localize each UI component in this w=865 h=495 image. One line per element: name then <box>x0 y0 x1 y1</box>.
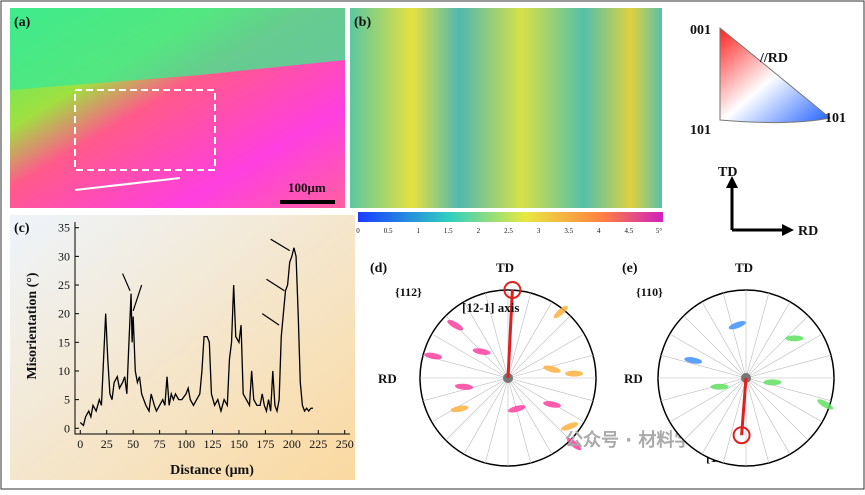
x-tick-label: 125 <box>204 437 222 451</box>
x-tick-label: 250 <box>336 437 354 451</box>
y-tick-label: 10 <box>58 364 70 378</box>
pole-spot <box>561 422 579 431</box>
colorbar-tick-label: 2.5 <box>504 227 513 235</box>
axes-arrows <box>730 185 785 232</box>
pole-spot <box>684 357 703 364</box>
plane-label: {112} <box>395 285 422 299</box>
x-tick-label: 0 <box>77 437 83 451</box>
scale-bar-label: 100μm <box>288 180 326 195</box>
axis-marker <box>732 426 751 445</box>
axis-annotation: [12-1] axis <box>462 300 519 315</box>
axes <box>74 222 350 435</box>
y-tick-label: 0 <box>64 421 70 435</box>
pole-spot <box>543 365 561 373</box>
ipf-label: 101 <box>825 111 846 126</box>
grain-region <box>10 8 345 90</box>
colorbar <box>358 212 663 222</box>
pole-spot <box>553 305 568 319</box>
pole-spot <box>424 352 443 360</box>
pole-spot <box>817 399 834 410</box>
x-tick-label: 75 <box>154 437 166 451</box>
axis-arrow <box>740 377 748 436</box>
panel-label: (b) <box>354 15 371 30</box>
colorbar-tick-label: 1.5 <box>444 227 453 235</box>
annotation-arrow <box>132 284 143 311</box>
pole-spot <box>450 405 469 413</box>
colorbar-tick-label: 0.5 <box>384 227 393 235</box>
colorbar-tick-label: 0 <box>356 227 360 235</box>
pole-spot <box>543 401 561 408</box>
pole-spot <box>566 437 582 451</box>
x-tick-label: 50 <box>127 437 139 451</box>
panel-label: (e) <box>622 261 638 276</box>
arrow-heads <box>726 176 794 236</box>
colorbar-tick-label: 3.5 <box>564 227 573 235</box>
colorbar-tick-label: 5° <box>656 227 663 235</box>
panel-label: (a) <box>14 15 31 30</box>
annotation-arrow <box>122 273 131 291</box>
chart-panel <box>10 215 355 480</box>
pole-spot <box>728 321 746 330</box>
pole-label: RD <box>624 371 643 386</box>
y-tick-label: 5 <box>64 393 70 407</box>
ipf-label: //RD <box>759 51 788 66</box>
axis-arrow <box>506 289 514 379</box>
pole-label: TD <box>735 260 753 275</box>
panel-label: (c) <box>14 221 30 236</box>
ipf-label: 001 <box>690 23 711 38</box>
pole-spot <box>763 379 782 386</box>
data-line <box>79 247 313 427</box>
x-tick-label: 200 <box>283 437 301 451</box>
pole-spot <box>508 405 526 413</box>
axis-label: RD <box>798 224 818 239</box>
pole-spot <box>455 383 473 390</box>
pole-spot <box>710 383 729 390</box>
profile-line <box>74 177 181 191</box>
plane-label: {110} <box>636 285 663 299</box>
y-tick-label: 25 <box>58 278 70 292</box>
y-tick-label: 15 <box>58 335 70 349</box>
scale-bar <box>280 200 335 204</box>
colorbar-tick-label: 2 <box>477 227 481 235</box>
colorbar-tick-label: 3 <box>537 227 541 235</box>
pole-spot <box>785 335 804 342</box>
colorbar-tick-label: 4 <box>597 227 601 235</box>
colorbar-tick-label: 1 <box>416 227 420 235</box>
axis-label: TD <box>718 165 737 180</box>
y-tick-label: 20 <box>58 307 70 321</box>
axis-marker <box>503 281 522 299</box>
x-tick-label: 150 <box>230 437 248 451</box>
y-axis-title: Misorientation (°) <box>25 272 40 379</box>
annotation-arrow <box>266 278 285 292</box>
x-tick-label: 25 <box>101 437 113 451</box>
pole-spot <box>447 320 464 331</box>
pole-spot <box>565 370 583 377</box>
pole-spot <box>472 348 491 355</box>
ipf-label: 101 <box>690 123 711 138</box>
x-tick-label: 175 <box>256 437 274 451</box>
x-tick-label: 100 <box>177 437 195 451</box>
selection-box <box>74 89 216 171</box>
panel-label: (d) <box>370 261 387 276</box>
pole-label: RD <box>378 371 397 386</box>
x-axis-title: Distance (μm) <box>170 463 254 478</box>
annotation-arrow <box>270 238 291 252</box>
ipf-triangle <box>719 26 832 124</box>
y-tick-label: 30 <box>58 249 70 263</box>
y-tick-label: 35 <box>58 221 70 235</box>
x-tick-label: 225 <box>309 437 327 451</box>
pole-label: TD <box>496 260 514 275</box>
pole-figure <box>419 281 597 467</box>
watermark: 公众号 · 材料学网 <box>565 429 710 451</box>
colorbar-tick-label: 4.5 <box>625 227 634 235</box>
annotation-arrow <box>261 313 280 326</box>
kam-map-b <box>350 8 662 208</box>
